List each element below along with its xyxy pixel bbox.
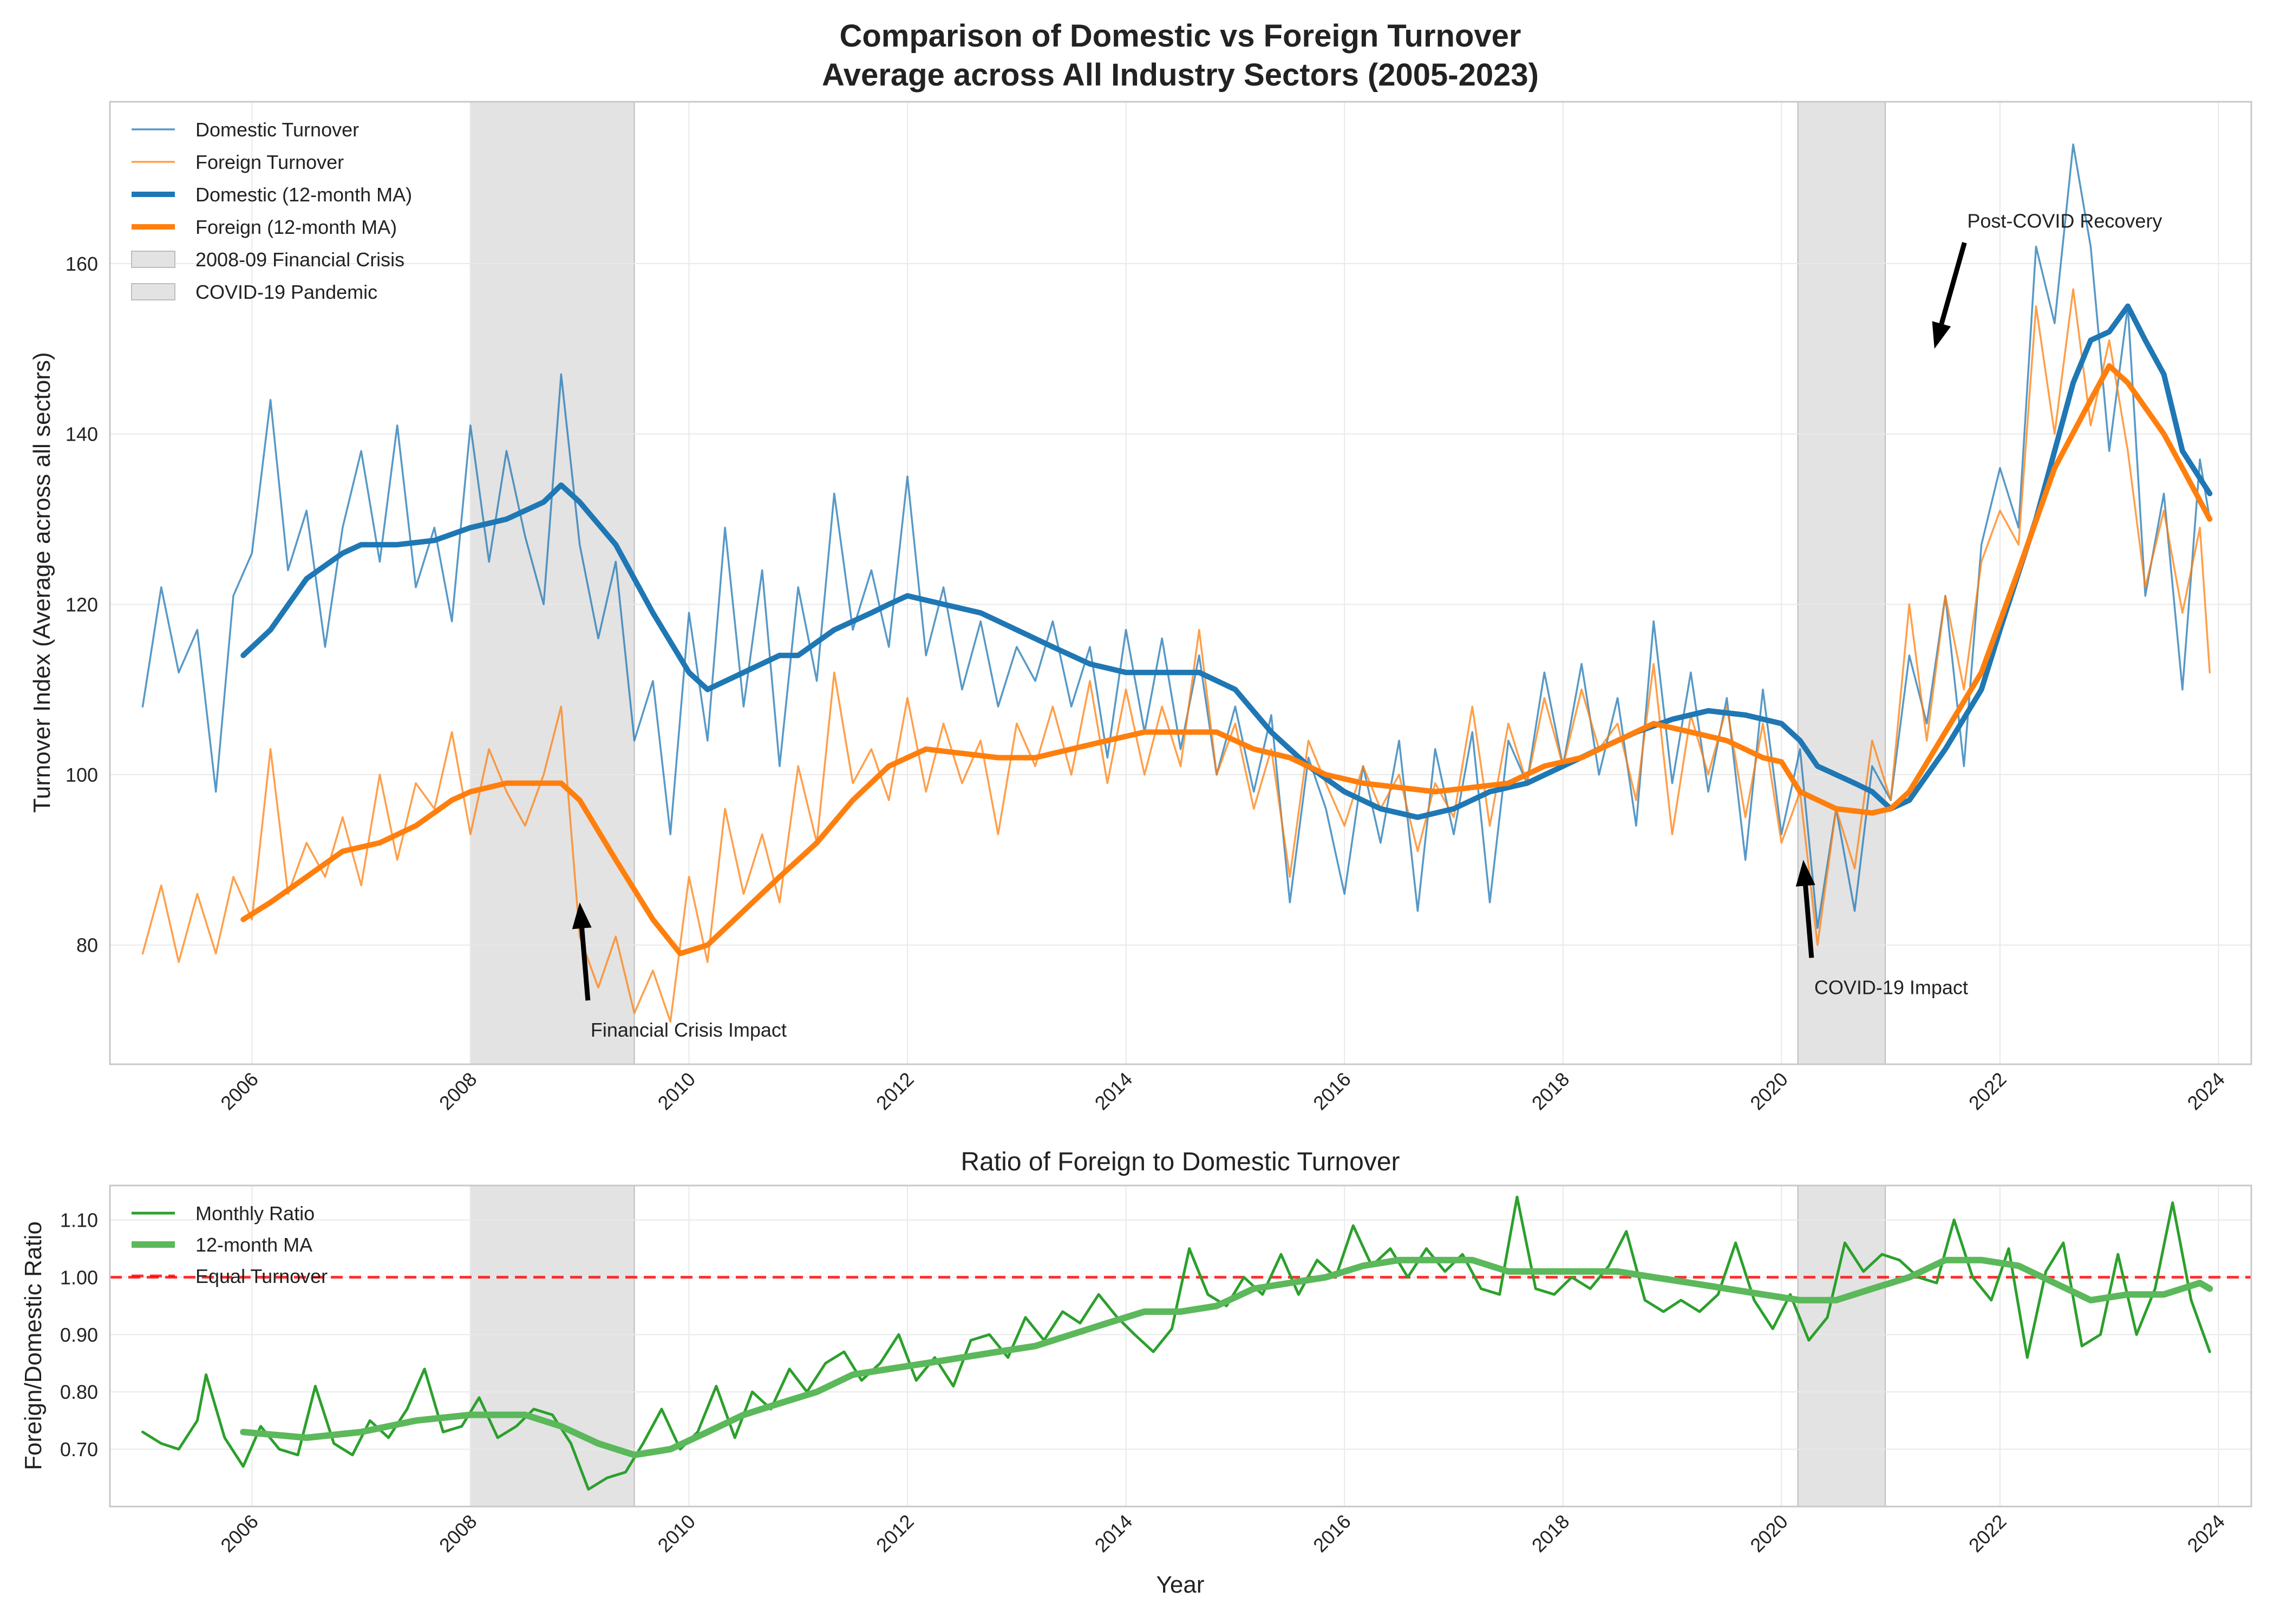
ratio-legend-label: 12-month MA — [195, 1234, 312, 1256]
turnover-legend-label: Domestic (12-month MA) — [195, 184, 412, 206]
turnover-annotation-arrow — [1803, 885, 1814, 958]
turnover-legend-item-foreign-12-month-ma: Foreign (12-month MA) — [132, 216, 397, 238]
main-chart-title-line1: Comparison of Domestic vs Foreign Turnov… — [839, 18, 1521, 54]
turnover-plot-frame — [109, 101, 2252, 1065]
turnover-legend-swatch — [131, 251, 175, 268]
turnover-legend-item-domestic-12-month-ma: Domestic (12-month MA) — [132, 184, 412, 206]
turnover-series-foreign-12-month-ma — [240, 363, 2213, 957]
turnover-annotation-text: Post-COVID Recovery — [1967, 209, 2162, 232]
turnover-annotation-text: COVID-19 Impact — [1814, 976, 1968, 998]
ratio-shaded-period-1 — [469, 1185, 635, 1507]
ratio-y-tick-label: 0.80 — [60, 1381, 98, 1403]
ratio-y-tick-label: 1.00 — [60, 1266, 98, 1288]
turnover-shaded-periods — [469, 101, 1886, 1065]
turnover-annotation-arrowhead — [572, 902, 592, 929]
ratio-chart-title: Ratio of Foreign to Domestic Turnover — [960, 1148, 1400, 1176]
turnover-shaded-period-2 — [1797, 101, 1886, 1065]
ratio-legend-item-12-month-ma: 12-month MA — [132, 1234, 312, 1256]
ratio-y-tick-label: 0.70 — [60, 1438, 98, 1461]
turnover-legend-item-foreign-turnover: Foreign Turnover — [132, 151, 344, 173]
turnover-y-axis-label: Turnover Index (Average across all secto… — [29, 352, 55, 813]
ratio-plot-area — [110, 1186, 2251, 1507]
turnover-annotations: Financial Crisis Impact COVID-19 Impact Po… — [572, 209, 2162, 1041]
turnover-chart: 2006 2008 2010 2012 2014 2016 2018 2020 2022 2024… — [29, 101, 2252, 1114]
turnover-y-tick-label: 140 — [66, 423, 98, 446]
ratio-x-axis-label: Year — [1156, 1571, 1205, 1598]
ratio-legend-item-monthly-ratio: Monthly Ratio — [132, 1202, 315, 1224]
turnover-gridlines — [110, 102, 2251, 1064]
turnover-legend-swatch — [131, 283, 175, 300]
turnover-annotation-arrow — [1939, 242, 1967, 325]
ratio-legend-item-equal-turnover: Equal Turnover — [132, 1265, 328, 1287]
turnover-legend-label: 2008-09 Financial Crisis — [195, 248, 404, 271]
turnover-y-tick-label: 80 — [76, 934, 98, 957]
ratio-y-axis-label: Foreign/Domestic Ratio — [20, 1221, 47, 1470]
turnover-series — [141, 143, 2213, 1023]
ratio-y-tick-label: 0.90 — [60, 1324, 98, 1346]
ratio-series-12-month-ma — [240, 1256, 2213, 1458]
turnover-series-foreign-turnover — [141, 288, 2211, 1023]
turnover-legend-label: Foreign Turnover — [195, 151, 344, 173]
turnover-annotation-arrow — [579, 928, 591, 1001]
ratio-series — [110, 1195, 2251, 1491]
turnover-legend-label: COVID-19 Pandemic — [195, 281, 377, 303]
turnover-y-tick-label: 160 — [66, 253, 98, 275]
turnover-series-domestic-12-month-ma — [240, 303, 2213, 820]
ratio-shaded-periods — [469, 1185, 1886, 1507]
turnover-annotation-arrowhead — [1932, 321, 1951, 349]
turnover-legend: Domestic Turnover Foreign Turnover Domesti… — [131, 119, 412, 303]
turnover-shaded-period-1 — [469, 101, 635, 1065]
ratio-legend-label: Monthly Ratio — [195, 1202, 315, 1224]
turnover-annotation-arrowhead — [1795, 860, 1815, 887]
ratio-series-monthly-ratio — [141, 1195, 2211, 1491]
main-chart-title-line2: Average across All Industry Sectors (200… — [822, 57, 1539, 93]
turnover-legend-label: Domestic Turnover — [195, 119, 359, 141]
turnover-legend-item-domestic-turnover: Domestic Turnover — [132, 119, 359, 141]
turnover-y-tick-label: 120 — [66, 593, 98, 615]
turnover-annotation-financial-crisis-impact: Financial Crisis Impact — [572, 902, 787, 1041]
ratio-plot-frame — [109, 1184, 2252, 1508]
turnover-legend-label: Foreign (12-month MA) — [195, 216, 397, 238]
turnover-legend-item-covid-19-pandemic: COVID-19 Pandemic — [131, 281, 377, 303]
ratio-gridlines — [110, 1186, 2251, 1507]
ratio-shaded-period-2 — [1797, 1185, 1886, 1507]
turnover-plot-area — [110, 102, 2251, 1064]
turnover-y-tick-label: 100 — [66, 764, 98, 786]
turnover-annotation-text: Financial Crisis Impact — [591, 1019, 787, 1041]
turnover-series-domestic-turnover — [141, 143, 2211, 929]
turnover-y-tick-labels: 80 100 120 140 160 — [66, 253, 98, 957]
ratio-legend-label: Equal Turnover — [195, 1265, 328, 1287]
ratio-y-tick-label: 1.10 — [60, 1209, 98, 1232]
turnover-annotation-post-covid-recovery: Post-COVID Recovery — [1932, 209, 2162, 349]
turnover-annotation-covid-19-impact: COVID-19 Impact — [1795, 860, 1968, 998]
turnover-legend-item-2008-09-financial-crisis: 2008-09 Financial Crisis — [131, 248, 404, 271]
ratio-y-tick-labels: 0.70 0.80 0.90 1.00 1.10 — [60, 1209, 98, 1461]
ratio-legend: Monthly Ratio 12-month MA Equal Turnover — [132, 1202, 328, 1287]
